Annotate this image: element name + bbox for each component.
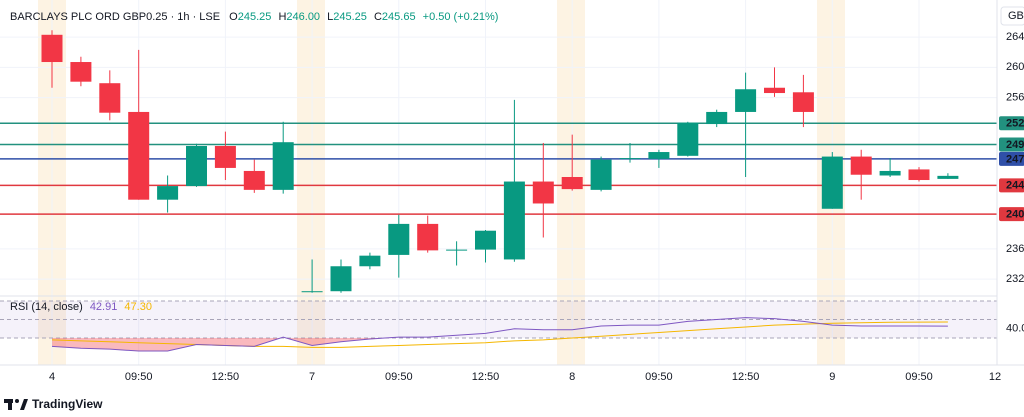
rsi-oversold-fill <box>52 338 948 352</box>
x-tick-label: 8 <box>569 371 575 383</box>
level-badge <box>999 116 1024 131</box>
candle-body <box>214 145 236 168</box>
candle-body <box>503 181 525 260</box>
candle-body <box>417 223 439 251</box>
candle-body <box>561 177 583 190</box>
y-tick-label: 236 <box>1006 243 1024 255</box>
logo-mark <box>8 399 12 410</box>
logo-mark <box>15 399 19 403</box>
candle-body <box>330 266 352 292</box>
candle-body <box>792 92 814 112</box>
level-label: 240 <box>1006 208 1024 220</box>
candle-body <box>243 170 265 190</box>
header: BARCLAYS PLC ORD GBP0.25 · 1h · LSE O245… <box>10 11 498 23</box>
x-tick-label: 12:50 <box>212 371 240 383</box>
candle-body <box>186 145 207 187</box>
rsi-ma-value: 47.30 <box>124 301 152 313</box>
branding: TradingView <box>32 397 103 411</box>
axes: 232 236 256 260 264 4 09:50 12:50 7 09:50 12:50 8 09… <box>49 31 1024 383</box>
candle-body <box>70 62 92 82</box>
quote-key: C <box>374 11 382 23</box>
rsi-title: RSI (14, close) <box>10 301 83 313</box>
candle-body <box>821 156 843 209</box>
quote-change: +0.50 (+0.21%) <box>423 11 499 23</box>
y-tick-label: 256 <box>1006 91 1024 103</box>
candle-body <box>41 34 63 63</box>
plot <box>0 0 997 365</box>
level-label: 244 <box>1006 180 1024 192</box>
x-tick-label: 9 <box>829 371 835 383</box>
candle-body <box>879 170 901 176</box>
level-label: 252 <box>1006 118 1024 130</box>
candle-body <box>850 156 872 175</box>
candle-body <box>735 89 757 112</box>
level-badge <box>999 151 1024 166</box>
logo: TradingView <box>4 397 103 411</box>
symbol-title: BARCLAYS PLC ORD GBP0.25 · 1h · LSE <box>10 11 220 23</box>
level-badge <box>999 178 1024 193</box>
quote-key: O <box>229 11 238 23</box>
quote-value: 245.65 <box>382 11 416 23</box>
session-band <box>297 0 325 365</box>
level-badge <box>999 207 1024 222</box>
candle-body <box>908 169 930 181</box>
level-label: 247 <box>1006 153 1024 165</box>
candle-body <box>764 87 785 94</box>
candle-body <box>99 83 121 113</box>
rsi-header: RSI (14, close) 42.91 47.30 <box>10 301 152 313</box>
x-tick-label: 7 <box>309 371 315 383</box>
x-tick-label: 09:50 <box>905 371 933 383</box>
quote-key: H <box>278 11 286 23</box>
candle-body <box>937 175 959 179</box>
y-tick-label: 260 <box>1006 61 1024 73</box>
candle-body <box>677 122 699 156</box>
currency[interactable]: GB <box>1008 10 1024 22</box>
rsi-tick-label: 40.0 <box>1006 323 1024 335</box>
candle-body <box>157 186 179 200</box>
quote-key: L <box>327 11 333 23</box>
candle-body <box>272 142 294 190</box>
y-tick-label: 232 <box>1006 273 1024 285</box>
logo-mark <box>20 399 28 410</box>
x-tick-label: 09:50 <box>125 371 153 383</box>
quote-value: 246.00 <box>286 11 320 23</box>
candle-body <box>706 111 728 125</box>
x-tick-label: 12 <box>989 371 1001 383</box>
candle-body <box>619 158 641 160</box>
candle-body <box>301 291 323 293</box>
x-tick-label: 12:50 <box>472 371 500 383</box>
x-tick-label: 09:50 <box>385 371 413 383</box>
candle-body <box>532 181 554 204</box>
rsi-line <box>51 317 948 352</box>
x-tick-label: 12:50 <box>732 371 760 383</box>
y-tick-label: 264 <box>1006 31 1024 43</box>
level-label: 249 <box>1006 139 1024 151</box>
rsi-value: 42.91 <box>90 301 118 313</box>
candle-body <box>648 152 670 159</box>
x-tick-label: 4 <box>49 371 55 383</box>
candle-body <box>128 111 150 200</box>
currency-box[interactable] <box>1000 6 1024 26</box>
candle-body <box>475 230 496 250</box>
quote-value: 245.25 <box>333 11 367 23</box>
x-tick-label: 09:50 <box>645 371 673 383</box>
level-badge <box>999 137 1024 152</box>
candle-body <box>590 159 612 190</box>
candle-body <box>359 255 381 267</box>
candle-body <box>388 223 410 255</box>
candle-body <box>446 249 468 251</box>
quote-value: 245.25 <box>238 11 272 23</box>
